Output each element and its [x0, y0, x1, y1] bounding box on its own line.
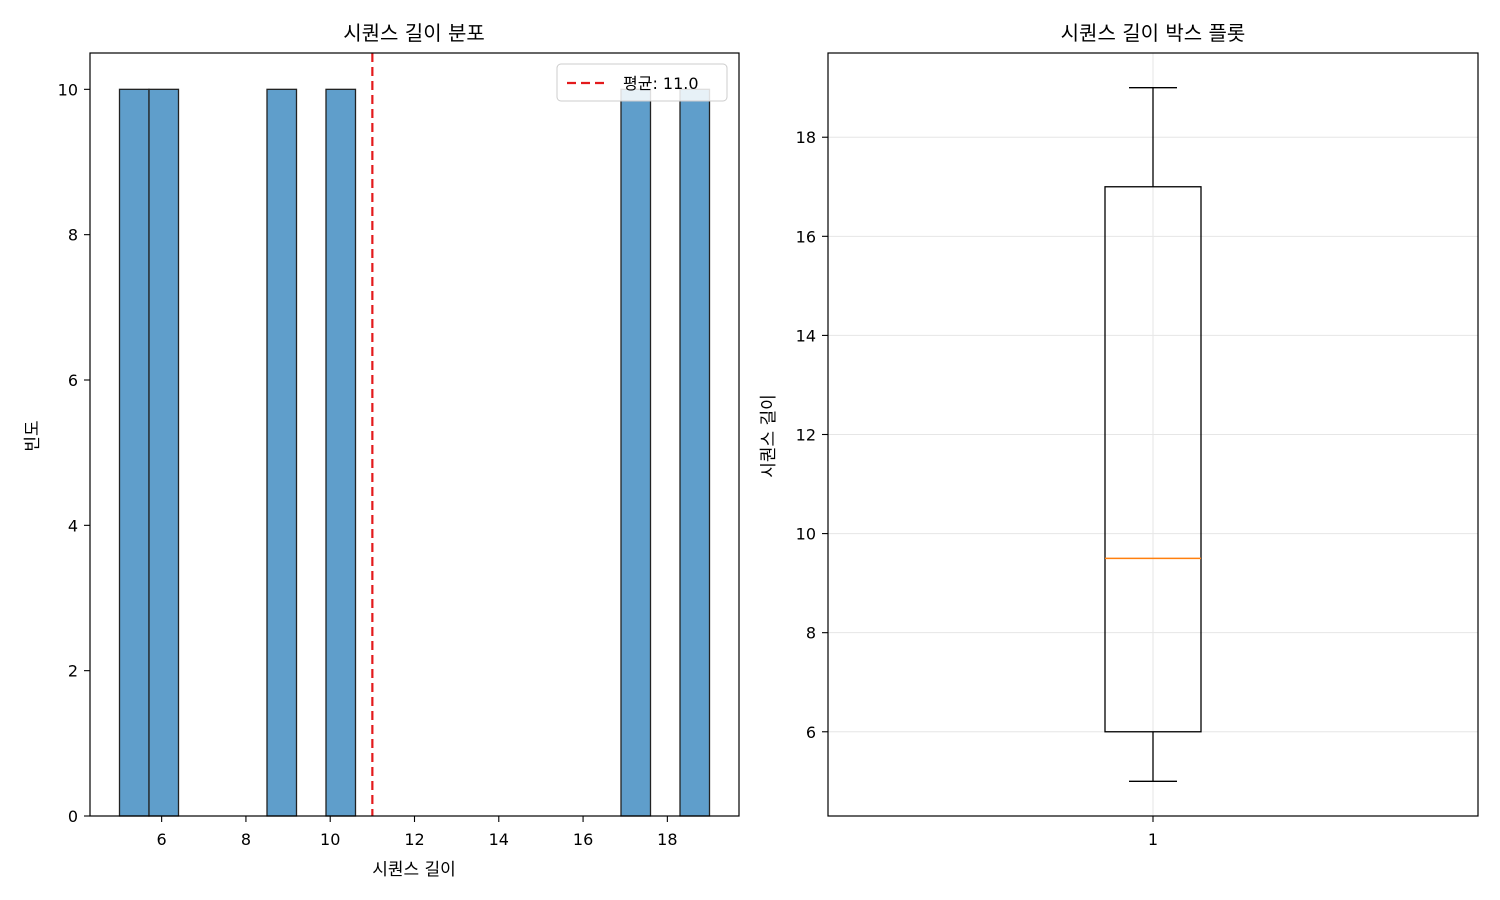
box-iqr — [1104, 186, 1202, 733]
y-tick-label: 8 — [806, 624, 816, 643]
histogram-bar — [266, 88, 298, 817]
boxplot-panel: 시퀀스 길이 박스 플롯 6 8 10 12 14 16 18 1 시퀀스 길이 — [759, 21, 1479, 849]
y-tick-label: 18 — [796, 128, 816, 147]
x-tick-label: 12 — [404, 830, 424, 849]
y-tick-label: 4 — [68, 516, 78, 535]
boxplot-x-ticks: 1 — [1148, 816, 1158, 849]
histogram-y-label: 빈도 — [23, 420, 43, 451]
histogram-x-label: 시퀀스 길이 — [372, 860, 456, 880]
x-tick-label: 1 — [1148, 830, 1158, 849]
histogram-panel: 시퀀스 길이 분포 6 8 10 12 14 16 18 0 2 4 6 8 10 시퀀스 길이 빈도… — [23, 21, 740, 880]
legend: 평균: 11.0 — [556, 63, 728, 102]
boxplot-title: 시퀀스 길이 박스 플롯 — [1061, 21, 1246, 45]
legend-mean-label: 평균: 11.0 — [623, 74, 699, 93]
legend-box — [556, 63, 728, 102]
histogram-title: 시퀀스 길이 분포 — [343, 21, 485, 45]
histogram-y-ticks: 0 2 4 6 8 10 — [58, 80, 90, 826]
histogram-bar — [325, 88, 357, 817]
y-tick-label: 10 — [58, 80, 78, 99]
y-tick-label: 6 — [68, 371, 78, 390]
y-tick-label: 12 — [796, 426, 816, 445]
y-tick-label: 2 — [68, 662, 78, 681]
histogram-bars — [118, 88, 711, 817]
boxplot-y-label: 시퀀스 길이 — [759, 394, 779, 478]
y-tick-label: 0 — [68, 807, 78, 826]
y-tick-label: 8 — [68, 226, 78, 245]
x-tick-label: 6 — [157, 830, 167, 849]
boxplot-y-ticks: 6 8 10 12 14 16 18 — [796, 128, 828, 742]
histogram-bar — [118, 88, 150, 817]
histogram-bar — [679, 88, 711, 817]
histogram-x-ticks: 6 8 10 12 14 16 18 — [157, 816, 678, 849]
x-tick-label: 18 — [657, 830, 677, 849]
y-tick-label: 16 — [796, 227, 816, 246]
y-tick-label: 6 — [806, 723, 816, 742]
histogram-bar — [148, 88, 180, 817]
x-tick-label: 8 — [241, 830, 251, 849]
y-tick-label: 10 — [796, 525, 816, 544]
x-tick-label: 16 — [573, 830, 593, 849]
histogram-bar — [620, 88, 652, 817]
x-tick-label: 10 — [320, 830, 340, 849]
x-tick-label: 14 — [489, 830, 509, 849]
boxplot-elements — [1104, 87, 1202, 782]
y-tick-label: 14 — [796, 326, 816, 345]
